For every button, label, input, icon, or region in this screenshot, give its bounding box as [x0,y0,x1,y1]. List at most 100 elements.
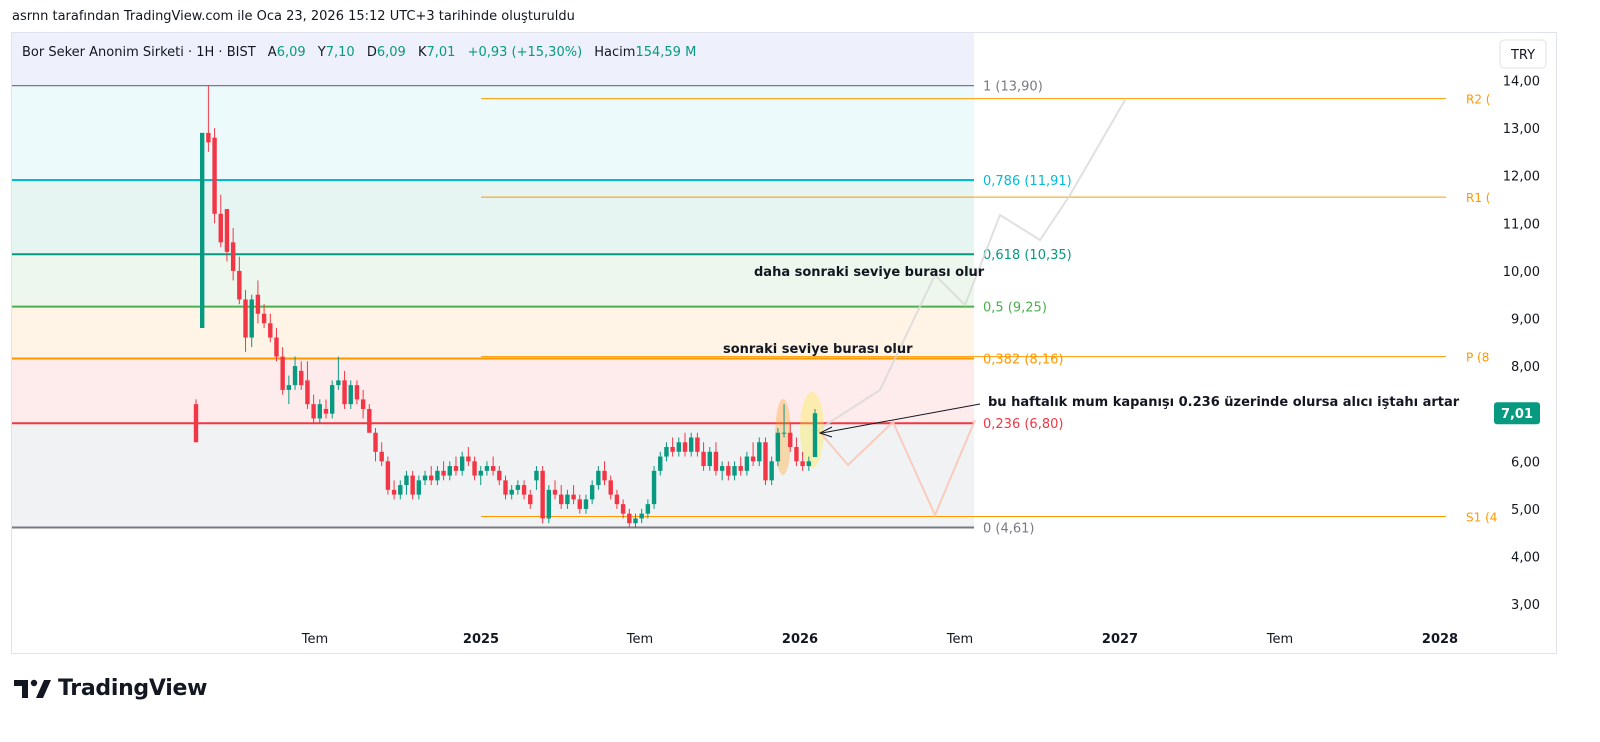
symbol-label: Bor Seker Anonim Sirketi · 1H · BIST [22,45,256,60]
y-tick-label: 3,00 [1511,598,1540,613]
x-tick-label: Tem [626,632,653,647]
y-tick-label: 13,00 [1503,122,1540,137]
candle-body [311,404,316,419]
candle-body [280,356,285,390]
candle-body [670,447,675,452]
x-tick-label: 2026 [782,632,818,647]
fib-label: 1 (13,90) [983,79,1043,94]
volume-value: 154,59 M [635,45,696,60]
fib-label: 0,382 (8,16) [983,352,1063,367]
candle-body [565,494,570,505]
candle-body [218,213,223,243]
pivot-label: S1 (4 [1466,511,1497,525]
candle-body [800,461,805,467]
candle-body [627,513,632,524]
fib-zone [12,358,974,424]
annotation-text: daha sonraki seviye burası olur [754,265,985,280]
candle-body [744,456,750,471]
low-label: D [367,45,377,60]
candle-body [540,470,545,519]
candle-body [614,494,620,505]
x-tick-label: 2027 [1102,632,1138,647]
y-tick-label: 14,00 [1503,75,1540,90]
close-label: K [418,45,427,60]
pivot-label: P (8 [1466,351,1489,365]
candle-body [806,461,812,467]
x-tick-label: 2025 [463,632,499,647]
candle-body [490,466,496,471]
x-tick-label: Tem [301,632,328,647]
candle-body [738,466,743,471]
fib-zone [12,254,974,307]
candle-body [559,494,564,505]
candle-body [682,442,688,452]
candle-body [224,209,230,252]
candle-body [521,485,527,495]
volume-label: Hacim [594,45,635,60]
svg-text:Bor Seker Anonim Sirketi · 1H: Bor Seker Anonim Sirketi · 1H · BIST A6,… [22,45,696,60]
x-tick-label: 2028 [1422,632,1458,647]
candle-body [348,385,353,405]
candle-body [416,480,422,495]
candle-body [367,408,372,433]
tradingview-logo-icon [14,679,51,698]
currency-button[interactable] [1499,39,1547,69]
candle-body [261,313,267,324]
candle-body [435,470,440,481]
candle-body [552,489,558,495]
annotation-text: bu haftalık mum kapanışı 0.236 üzerinde … [988,395,1460,410]
high-value: 7,10 [326,45,355,60]
candle-body [775,432,781,462]
candle-body [329,385,335,414]
candle-body [429,475,434,481]
candle-body [757,442,762,462]
candle-body [497,470,502,481]
y-tick-label: 6,00 [1511,455,1540,470]
candle-body [707,451,712,467]
last-price-tag [1494,402,1540,425]
last-price-label: 7,01 [1501,407,1533,422]
candle-body [299,370,304,386]
fib-label: 0,236 (6,80) [983,417,1063,432]
candle-body [750,456,756,462]
candle-body [577,499,582,509]
highlight-ellipse [800,392,824,468]
candle-body [794,447,799,462]
candle-body [695,437,700,452]
candle-body [528,494,533,505]
candle-body [466,456,471,462]
candle-body [602,470,607,481]
candle-body [441,470,446,476]
pivot-label: R2 ( [1466,93,1490,107]
chart-caption: asrnn tarafından TradingView.com ile Oca… [12,9,575,24]
candle-body [583,499,589,509]
candle-body [391,489,397,495]
candle-body [249,299,254,338]
legend-background [12,33,974,85]
candle-body [317,404,322,419]
candle-body [651,470,657,505]
y-tick-label: 9,00 [1511,313,1540,328]
candle-body [701,451,706,467]
candle-body [447,466,452,476]
candle-body [453,466,459,471]
fib-zone [12,85,974,180]
candle-body [664,447,669,457]
candle-body [206,132,211,143]
candle-body [639,513,644,519]
candle-body [689,437,694,452]
candle-body [323,408,329,414]
low-value: 6,09 [377,45,406,60]
candle-body [620,504,626,514]
candle-body [645,504,651,514]
annotation-arrow-head [818,426,833,438]
candle-body [633,518,638,524]
fib-zone [12,306,974,359]
tradingview-logo[interactable]: TradingView [14,676,207,701]
fib-zone [12,179,974,255]
currency-label: TRY [1510,48,1535,63]
candle-body [373,432,378,452]
y-tick-label: 10,00 [1503,265,1540,280]
candle-body [788,432,793,448]
